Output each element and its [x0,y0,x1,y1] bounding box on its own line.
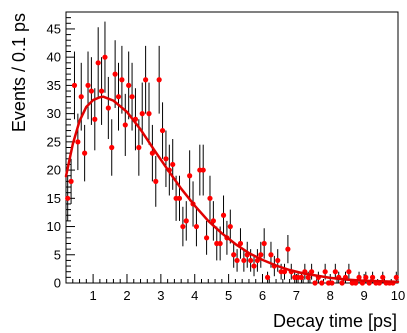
data-point [305,274,311,280]
data-point [380,274,386,280]
x-tick-label: 10 [391,288,405,303]
data-point [332,269,338,275]
data-point [231,252,237,258]
data-point [105,105,111,111]
y-tick-label: 35 [47,78,61,93]
y-tick-label: 45 [47,21,61,36]
data-point [285,246,291,252]
data-point [119,77,125,83]
data-point [88,88,95,94]
data-point [136,144,142,151]
data-point [159,127,166,134]
data-point [217,240,223,247]
x-tick-label: 2 [123,288,130,303]
data-point [187,173,193,179]
y-tick-label: 10 [47,219,61,234]
data-point [65,195,71,201]
data-point [227,223,233,230]
data-point [200,167,206,173]
data-point [75,139,81,145]
x-tick-label: 7 [293,288,300,303]
y-tick-label: 40 [47,50,61,65]
data-point [220,212,227,218]
data-point [363,274,369,280]
data-point [193,223,200,230]
data-point [329,280,335,286]
data-point [234,257,240,264]
data-point [180,223,186,230]
data-point [281,269,288,275]
data-point [241,257,247,264]
y-tick-label: 0 [54,276,61,291]
x-tick-label: 3 [157,288,164,303]
data-point [298,274,305,280]
data-point [251,263,257,269]
data-point [98,88,105,94]
data-point [163,156,169,162]
data-point [139,111,145,117]
data-point [248,257,254,264]
data-point [109,144,115,151]
y-axis-title: Events / 0.1 ps [9,13,29,132]
y-tick-label: 5 [54,247,61,262]
data-point [85,82,91,88]
data-point [129,94,135,100]
data-point [183,218,189,224]
fit-curve-group [64,95,400,284]
data-point [210,218,216,224]
x-tick-label: 1 [89,288,96,303]
data-point [207,195,213,201]
x-tick-label: 8 [327,288,334,303]
x-tick-label: 4 [191,288,198,303]
y-axis-ticks: 0 5 10 15 20 25 30 35 40 45 [47,17,75,291]
data-point [319,280,325,286]
data-point [153,178,159,184]
data-point [95,60,101,66]
data-point [126,82,132,88]
data-point [78,94,84,100]
y-tick-label: 30 [47,106,61,121]
data-point [258,252,264,258]
data-point [92,116,98,122]
data-point [203,235,210,241]
data-point [237,240,244,247]
data-point [170,161,176,168]
data-point [112,71,118,77]
data-point [369,274,376,280]
x-axis-title: Decay time [ps] [273,311,397,331]
y-tick-label: 25 [47,134,61,149]
data-point [356,274,362,280]
fit-curve [64,95,400,284]
data-point [115,94,122,100]
y-tick-label: 20 [47,163,61,178]
data-point [261,240,267,247]
data-point [268,252,274,258]
data-point [143,77,149,83]
x-tick-label: 6 [259,288,266,303]
data-point [68,178,74,184]
data-point [322,269,328,275]
data-point [71,82,78,88]
data-point [339,280,345,286]
x-tick-label: 9 [361,288,368,303]
data-point [146,111,152,117]
x-tick-label: 5 [225,288,232,303]
data-point [309,269,315,275]
data-point [346,269,352,275]
data-point [353,280,359,286]
data-point [312,280,318,286]
data-point [176,195,183,201]
data-point [275,257,281,264]
data-point [149,150,155,156]
y-tick-label: 15 [47,191,61,206]
data-point [156,77,162,83]
data-point [264,274,271,280]
data-point [102,54,108,60]
data-point [82,150,88,156]
data-point [122,122,128,128]
data-point [393,274,399,280]
